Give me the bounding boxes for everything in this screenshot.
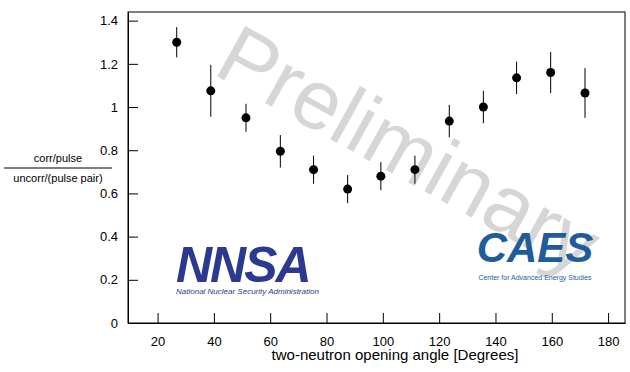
x-tick-mark [327, 313, 328, 323]
x-tick-mark [270, 313, 271, 323]
y-tick-mark [128, 237, 138, 238]
x-tick: 80 [320, 313, 334, 349]
x-tick: 40 [207, 313, 221, 349]
data-point [276, 147, 285, 156]
logo-caption: National Nuclear Security Administration [176, 287, 319, 296]
y-axis-title: uncorr/(pulse pair) [13, 172, 102, 184]
data-point [410, 165, 419, 174]
y-tick-label: 0.8 [100, 143, 118, 158]
y-tick-mark [128, 323, 138, 324]
x-tick-label: 20 [151, 334, 165, 349]
y-tick-label: 0.4 [100, 229, 118, 244]
data-point [309, 165, 318, 174]
y-tick: 0 [111, 316, 138, 331]
x-tick-mark [214, 313, 215, 323]
plot-frame [128, 12, 625, 323]
y-tick-label: 0.6 [100, 186, 118, 201]
x-tick: 100 [372, 313, 394, 349]
x-tick: 120 [429, 313, 451, 349]
x-tick-label: 180 [598, 334, 620, 349]
y-tick-label: 1 [111, 100, 118, 115]
y-tick-mark [128, 280, 138, 281]
data-point [479, 103, 488, 112]
y-tick-label: 1.2 [100, 56, 118, 71]
y-tick-label: 0.2 [100, 272, 118, 287]
y-tick: 1.2 [100, 56, 138, 71]
y-tick-mark [128, 107, 138, 108]
data-point [546, 68, 555, 77]
y-tick: 0.4 [100, 229, 138, 244]
x-tick-mark [439, 313, 440, 323]
chart: PreliminaryNNSANational Nuclear Security… [0, 0, 630, 372]
logo-caption: Center for Advanced Energy Studies [478, 274, 592, 282]
y-tick: 0.2 [100, 272, 138, 287]
data-point [343, 185, 352, 194]
y-tick-label: 1.4 [100, 13, 118, 28]
x-tick: 60 [263, 313, 277, 349]
y-tick: 1.4 [100, 13, 138, 28]
y-tick: 0.6 [100, 186, 138, 201]
y-axis-title: corr/pulse [34, 152, 82, 164]
y-tick-mark [128, 193, 138, 194]
data-point [241, 113, 250, 122]
logo-text: CAES [477, 224, 594, 271]
data-layer [172, 27, 589, 203]
x-tick: 160 [541, 313, 563, 349]
x-tick: 180 [598, 313, 620, 349]
data-point [376, 172, 385, 181]
data-point [512, 73, 521, 82]
x-axis: 20 40 60 80 100 120 140 160 180 [129, 313, 626, 349]
fraction-bar [4, 168, 112, 169]
y-tick: 0.8 [100, 143, 138, 158]
y-axis-line [128, 13, 129, 324]
y-tick-mark [128, 64, 138, 65]
x-tick-mark [383, 313, 384, 323]
y-tick-mark [128, 21, 138, 22]
x-tick-mark [158, 313, 159, 323]
x-axis-line [129, 323, 626, 324]
logo-text: NNSA [176, 237, 310, 293]
x-tick-label: 40 [207, 334, 221, 349]
x-tick-label: 160 [541, 334, 563, 349]
data-point [581, 88, 590, 97]
y-axis: 0 0.2 0.4 0.6 0.8 1 1.2 1.4 [100, 13, 138, 331]
x-tick-mark [552, 313, 553, 323]
x-tick-mark [495, 313, 496, 323]
x-tick-mark [608, 313, 609, 323]
data-point [445, 117, 454, 126]
x-tick: 20 [151, 313, 165, 349]
data-point [206, 86, 215, 95]
y-tick-label: 0 [111, 316, 118, 331]
y-tick: 1 [111, 100, 138, 115]
x-axis-title: two-neutron opening angle [Degrees] [272, 346, 519, 363]
data-point [172, 38, 181, 47]
x-tick: 140 [485, 313, 507, 349]
y-tick-mark [128, 150, 138, 151]
